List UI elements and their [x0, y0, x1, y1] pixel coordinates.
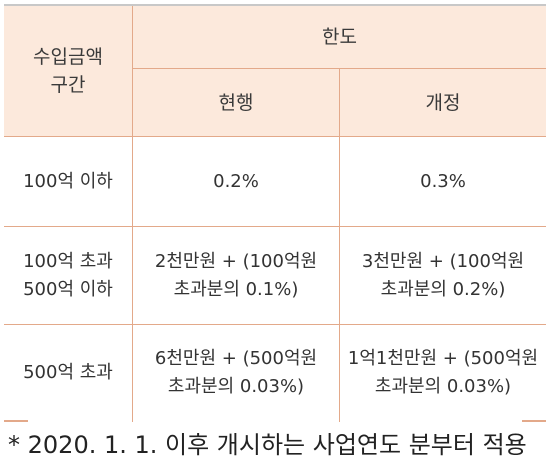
row-revised-cell: 0.3%: [420, 170, 466, 192]
row-current-cell: 2천만원 + (100억원 초과분의 0.1%): [154, 250, 318, 300]
row-range-cell: 100억 초과 500억 이하: [23, 250, 113, 300]
limit-table: 수입금액 구간 한도 현행 개정 100억 이하 0.2% 0.3% 100억 …: [4, 4, 546, 422]
footnote: * 2020. 1. 1. 이후 개시하는 사업연도 분부터 적용: [8, 431, 527, 459]
row-current-cell: 0.2%: [213, 170, 259, 192]
row-current-cell: 6천만원 + (500억원 초과분의 0.03%): [154, 347, 318, 397]
table-header-background: [4, 6, 546, 136]
header-range-cell: 수입금액 구간: [33, 46, 103, 96]
header-revised-cell: 개정: [425, 91, 461, 114]
row-revised-cell: 3천만원 + (100억원 초과분의 0.2%): [361, 250, 525, 300]
column-divider: [132, 6, 133, 422]
row-divider: [4, 324, 546, 325]
row-range-cell: 100억 이하: [23, 170, 113, 192]
row-range-cell: 500억 초과: [23, 361, 113, 383]
column-divider: [339, 68, 340, 422]
row-revised-cell: 1억1천만원 + (500억원 초과분의 0.03%): [347, 347, 539, 397]
header-current-cell: 현행: [218, 91, 254, 114]
row-divider: [4, 226, 546, 227]
table-top-border: [4, 4, 546, 6]
bottom-right-tick: [522, 420, 546, 422]
bottom-left-tick: [4, 420, 28, 422]
header-limit-cell: 한도: [322, 26, 357, 48]
header-bottom-border: [4, 136, 546, 137]
